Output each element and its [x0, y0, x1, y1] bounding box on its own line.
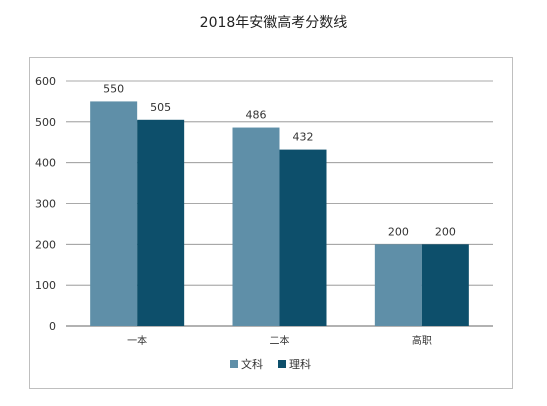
x-tick-label: 一本 [127, 334, 147, 347]
chart-title: 2018年安徽高考分数线 [199, 15, 348, 31]
x-axis-ticks: 一本 二本 高职 [127, 334, 432, 347]
y-tick-label: 600 [35, 75, 56, 88]
data-label: 200 [435, 225, 456, 238]
legend-swatch [278, 360, 286, 368]
data-labels: 550 505 486 432 200 200 [103, 82, 456, 238]
bar-文科-一本 [90, 101, 138, 327]
data-label: 550 [103, 82, 124, 95]
x-tick-label: 高职 [412, 334, 432, 347]
bar-文科-高职 [374, 244, 422, 326]
y-tick-label: 200 [35, 238, 56, 251]
bar-理科-二本 [279, 149, 327, 326]
y-tick-label: 300 [35, 198, 56, 211]
data-label: 505 [150, 101, 171, 114]
bars [90, 101, 469, 327]
bar-文科-二本 [232, 127, 280, 326]
bar-理科-高职 [421, 244, 469, 326]
y-tick-label: 400 [35, 157, 56, 170]
x-tick-label: 二本 [270, 334, 290, 347]
data-label: 432 [293, 131, 314, 144]
y-tick-label: 0 [49, 320, 56, 333]
y-tick-label: 100 [35, 279, 56, 292]
data-label: 486 [246, 109, 267, 122]
data-label: 200 [388, 225, 409, 238]
chart-frame [29, 57, 513, 389]
legend-label: 理科 [289, 357, 311, 371]
legend-swatch [230, 360, 238, 368]
y-tick-label: 500 [35, 116, 56, 129]
legend: 文科 理科 [230, 357, 311, 371]
y-axis-ticks: 0 100 200 300 400 500 600 [35, 75, 56, 333]
legend-label: 文科 [241, 357, 263, 371]
bar-理科-一本 [137, 119, 185, 327]
